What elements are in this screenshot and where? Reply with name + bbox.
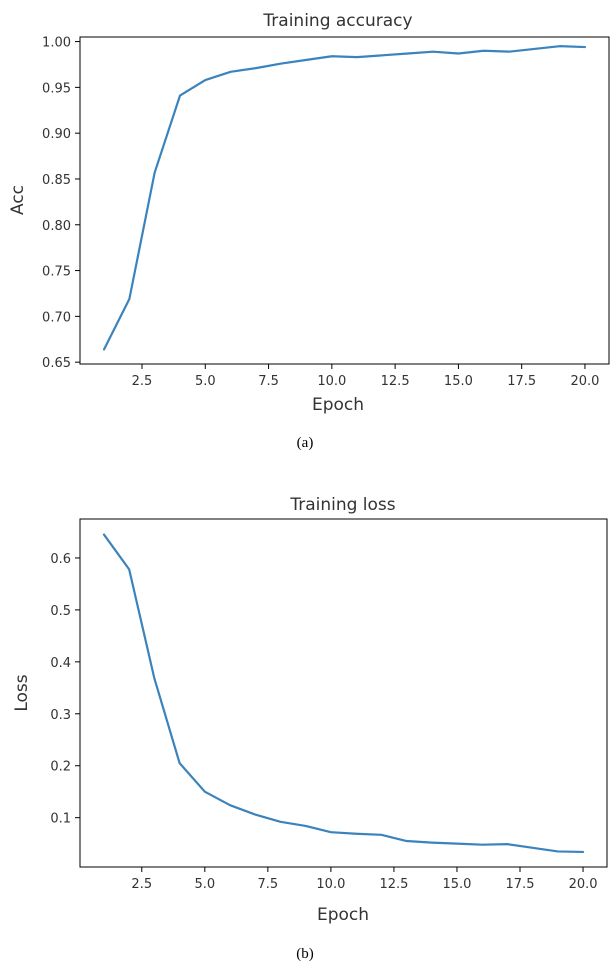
accuracy-series (102, 45, 587, 351)
accuracy-chart-title: Training accuracy (262, 11, 412, 31)
accuracy-y-tick-label: 1.00 (42, 36, 71, 51)
loss-x-tick-label: 15.0 (442, 877, 471, 892)
loss-y-axis-title: Loss (12, 674, 32, 711)
accuracy-y-tick-label: 0.80 (42, 219, 71, 234)
loss-y-ticks: 0.1 0.2 0.3 0.4 0.5 0.6 (50, 552, 80, 827)
loss-series (102, 533, 585, 854)
loss-x-axis-title: Epoch (317, 905, 369, 925)
accuracy-series-line (102, 45, 587, 351)
loss-chart: Training loss 2.5 5.0 7.5 10.0 12.5 15.0 17.5 2… (12, 495, 608, 962)
accuracy-x-tick-label: 15.0 (444, 374, 473, 389)
loss-x-tick-label: 12.5 (379, 877, 408, 892)
accuracy-y-tick-label: 0.85 (42, 173, 71, 188)
accuracy-y-ticks: 0.65 0.70 0.75 0.80 0.85 0.90 0.95 1.00 (42, 36, 80, 371)
loss-x-tick-label: 17.5 (506, 877, 535, 892)
accuracy-y-tick-label: 0.70 (42, 310, 71, 325)
accuracy-x-tick-label: 12.5 (381, 374, 410, 389)
accuracy-x-tick-label: 17.5 (507, 374, 536, 389)
accuracy-y-tick-label: 0.65 (42, 356, 71, 371)
loss-y-tick-label: 0.3 (50, 708, 71, 723)
loss-y-tick-label: 0.1 (50, 812, 71, 827)
loss-plot-frame (79, 518, 608, 868)
accuracy-x-tick-label: 5.0 (195, 374, 216, 389)
loss-x-tick-label: 2.5 (131, 877, 152, 892)
accuracy-y-axis-title: Acc (8, 185, 28, 215)
loss-x-ticks: 2.5 5.0 7.5 10.0 12.5 15.0 17.5 20.0 (131, 867, 598, 892)
accuracy-y-tick-label: 0.95 (42, 81, 71, 96)
loss-x-tick-label: 7.5 (258, 877, 279, 892)
accuracy-x-tick-label: 7.5 (258, 374, 279, 389)
accuracy-x-tick-label: 10.0 (317, 374, 346, 389)
accuracy-caption: (a) (297, 435, 314, 451)
loss-caption: (b) (296, 946, 314, 962)
accuracy-x-axis-title: Epoch (312, 395, 364, 415)
accuracy-y-tick-label: 0.75 (42, 265, 71, 280)
loss-y-tick-label: 0.2 (50, 760, 71, 775)
loss-x-tick-label: 20.0 (569, 877, 598, 892)
loss-y-tick-label: 0.5 (50, 604, 71, 619)
loss-x-tick-label: 5.0 (194, 877, 215, 892)
loss-y-tick-label: 0.4 (50, 656, 71, 671)
accuracy-chart: Training accuracy 2.5 5.0 7.5 10.0 12.5 15.0 1… (8, 11, 610, 451)
accuracy-x-tick-label: 2.5 (132, 374, 153, 389)
accuracy-x-tick-label: 20.0 (570, 374, 599, 389)
loss-series-line (102, 533, 585, 854)
accuracy-x-ticks: 2.5 5.0 7.5 10.0 12.5 15.0 17.5 20.0 (132, 364, 599, 389)
accuracy-plot-frame (79, 36, 610, 365)
loss-x-tick-label: 10.0 (316, 877, 345, 892)
accuracy-y-tick-label: 0.90 (42, 127, 71, 142)
loss-chart-title: Training loss (289, 495, 395, 515)
loss-y-tick-label: 0.6 (50, 552, 71, 567)
